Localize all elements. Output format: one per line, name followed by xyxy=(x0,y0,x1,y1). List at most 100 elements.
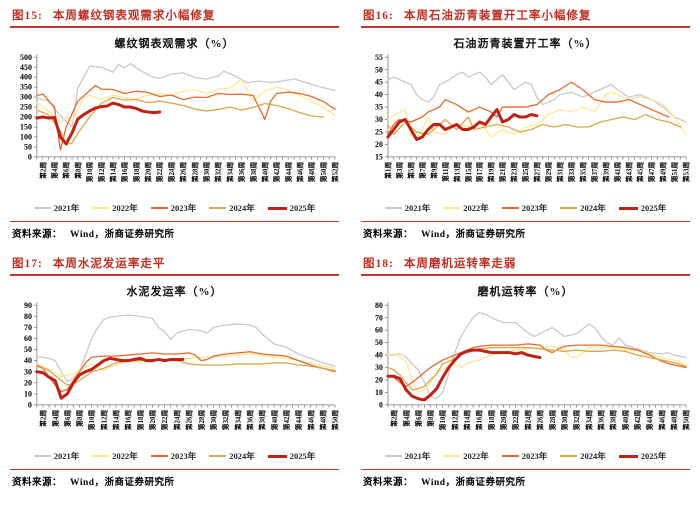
svg-text:第50周: 第50周 xyxy=(331,410,339,431)
svg-text:第5周: 第5周 xyxy=(406,162,415,179)
svg-text:50: 50 xyxy=(24,143,32,152)
source-text: Wind，浙商证券研究所 xyxy=(70,478,175,488)
svg-text:80: 80 xyxy=(375,301,383,310)
legend-label: 2022年 xyxy=(463,203,489,213)
legend-item: 2022年 xyxy=(443,202,489,214)
svg-text:第50周: 第50周 xyxy=(682,410,690,431)
svg-text:第30周: 第30周 xyxy=(209,410,218,431)
figure-panel-18: 图18: 本周磨机运转率走弱 磨机运转率（%） 0 10 20 30 40 50 60 70 80… xyxy=(361,252,690,488)
source-label: 资料来源： xyxy=(363,478,414,488)
svg-text:0: 0 xyxy=(379,400,383,409)
legend-swatch xyxy=(443,455,461,457)
svg-text:第42周: 第42周 xyxy=(633,410,642,431)
svg-text:第34周: 第34周 xyxy=(584,410,593,431)
legend-label: 2023年 xyxy=(170,451,197,461)
report-figures-grid: 图15: 本周螺纹钢表观需求小幅修复 螺纹钢表观需求（%） 0 50 100 150 20… xyxy=(10,4,690,488)
legend-label: 2024年 xyxy=(229,451,255,461)
svg-text:第19周: 第19周 xyxy=(487,162,496,183)
svg-text:第40周: 第40周 xyxy=(260,162,269,183)
svg-text:第41周: 第41周 xyxy=(613,162,622,183)
svg-text:第26周: 第26周 xyxy=(185,410,194,431)
svg-text:第3周: 第3周 xyxy=(395,162,404,179)
svg-text:第51周: 第51周 xyxy=(670,162,679,183)
svg-text:30: 30 xyxy=(375,363,383,372)
svg-text:第48周: 第48周 xyxy=(307,162,316,183)
legend-item: 2022年 xyxy=(443,450,489,462)
svg-text:第20周: 第20周 xyxy=(148,410,157,431)
svg-text:第39周: 第39周 xyxy=(601,162,610,183)
svg-text:第43周: 第43周 xyxy=(624,162,633,183)
svg-text:第11周: 第11周 xyxy=(441,162,450,182)
legend-label: 2022年 xyxy=(112,203,138,213)
svg-text:50: 50 xyxy=(24,345,32,354)
line-chart-canvas: 15 20 25 30 35 40 45 50 55 第1周 第3周 第5周 第7周 第9周 第11周 第13… xyxy=(375,53,690,183)
svg-text:第47周: 第47周 xyxy=(647,162,656,183)
svg-text:第12周: 第12周 xyxy=(450,410,459,431)
svg-text:第23周: 第23周 xyxy=(510,162,519,183)
svg-text:第4周: 第4周 xyxy=(51,410,60,427)
source-row: 资料来源： Wind，浙商证券研究所 xyxy=(10,221,339,240)
svg-text:第9周: 第9周 xyxy=(429,162,438,179)
legend-label: 2025年 xyxy=(640,451,667,461)
legend-item: 2021年 xyxy=(33,450,80,462)
svg-text:第31周: 第31周 xyxy=(555,162,564,183)
svg-text:第25周: 第25周 xyxy=(521,162,530,183)
svg-text:35: 35 xyxy=(375,103,383,112)
legend-swatch xyxy=(209,455,227,457)
svg-text:第22周: 第22周 xyxy=(511,410,520,431)
legend-label: 2021年 xyxy=(53,451,80,461)
legend-label: 2022年 xyxy=(112,451,138,461)
svg-text:第12周: 第12周 xyxy=(97,162,106,183)
svg-text:第14周: 第14周 xyxy=(463,410,472,431)
svg-text:第46周: 第46周 xyxy=(296,162,305,183)
legend-swatch xyxy=(33,455,51,457)
svg-text:第16周: 第16周 xyxy=(475,410,484,431)
svg-text:第48周: 第48周 xyxy=(669,410,678,431)
svg-text:第4周: 第4周 xyxy=(50,162,59,179)
legend-item: 2025年 xyxy=(618,450,667,462)
svg-text:第34周: 第34周 xyxy=(225,162,234,183)
svg-text:350: 350 xyxy=(20,83,32,92)
legend-swatch xyxy=(501,455,519,457)
legend-item: 2022年 xyxy=(92,450,138,462)
figure-label: 图15: xyxy=(12,10,43,22)
svg-text:50: 50 xyxy=(375,338,383,347)
source-text: Wind，浙商证券研究所 xyxy=(421,230,526,240)
svg-text:第40周: 第40周 xyxy=(270,410,279,431)
figure-header: 图16: 本周石油沥青装置开工率小幅修复 xyxy=(361,4,690,25)
svg-text:400: 400 xyxy=(20,73,32,82)
chart-legend: 2021年 2022年 2023年 2024年 2025年 xyxy=(361,202,690,214)
legend-label: 2022年 xyxy=(463,451,489,461)
legend-label: 2024年 xyxy=(580,451,606,461)
legend-label: 2021年 xyxy=(404,203,431,213)
svg-text:第46周: 第46周 xyxy=(657,410,666,431)
svg-text:第28周: 第28周 xyxy=(548,410,557,431)
legend-swatch xyxy=(384,455,402,457)
svg-text:第52周: 第52周 xyxy=(331,162,339,183)
svg-text:第15周: 第15周 xyxy=(464,162,473,183)
svg-text:第20周: 第20周 xyxy=(499,410,508,431)
chart-title: 螺纹钢表观需求（%） xyxy=(114,38,235,50)
svg-text:第44周: 第44周 xyxy=(645,410,654,431)
svg-text:第14周: 第14周 xyxy=(108,162,117,183)
legend-item: 2022年 xyxy=(92,202,138,214)
svg-text:第32周: 第32周 xyxy=(214,162,223,183)
svg-text:450: 450 xyxy=(20,63,32,72)
svg-text:第17周: 第17周 xyxy=(475,162,484,183)
svg-text:第44周: 第44周 xyxy=(294,410,303,431)
legend-label: 2025年 xyxy=(289,203,316,213)
line-chart-canvas: 0102030405060708090第2周 第4周 第6周 第8周 第10周 第12周第… xyxy=(24,301,339,431)
svg-text:500: 500 xyxy=(20,53,32,62)
svg-text:第38周: 第38周 xyxy=(609,410,618,431)
svg-text:30: 30 xyxy=(24,367,32,376)
svg-text:60: 60 xyxy=(375,326,383,335)
legend-item: 2024年 xyxy=(560,202,606,214)
svg-text:第24周: 第24周 xyxy=(523,410,532,431)
svg-text:第13周: 第13周 xyxy=(452,162,461,183)
legend-item: 2021年 xyxy=(384,450,430,462)
svg-text:第26周: 第26周 xyxy=(536,410,545,431)
legend-swatch xyxy=(560,207,578,209)
legend-label: 2024年 xyxy=(229,203,255,213)
svg-text:200: 200 xyxy=(20,113,32,122)
svg-text:第45周: 第45周 xyxy=(636,162,645,183)
